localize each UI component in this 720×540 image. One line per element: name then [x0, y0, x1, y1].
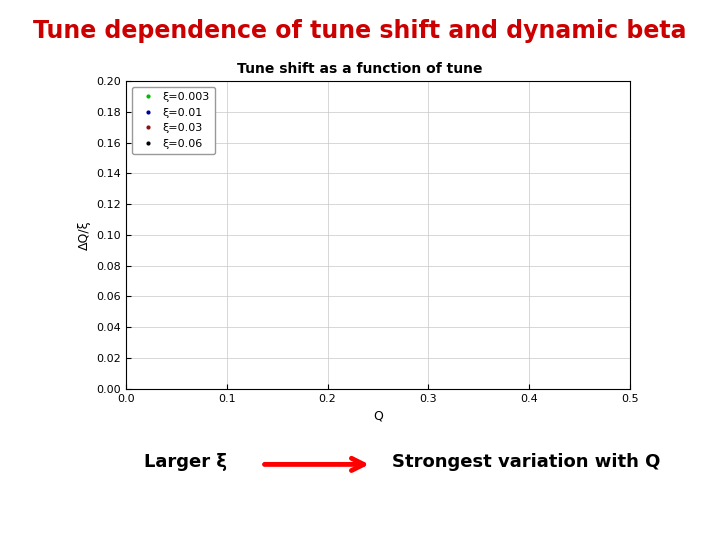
Text: Strongest variation with Q: Strongest variation with Q [392, 453, 661, 471]
Legend: ξ=0.003, ξ=0.01, ξ=0.03, ξ=0.06: ξ=0.003, ξ=0.01, ξ=0.03, ξ=0.06 [132, 86, 215, 154]
Text: Larger ξ: Larger ξ [144, 453, 227, 471]
Text: Tune shift as a function of tune: Tune shift as a function of tune [238, 62, 482, 76]
X-axis label: Q: Q [373, 409, 383, 422]
Y-axis label: ΔQ/ξ: ΔQ/ξ [78, 220, 91, 249]
Text: Tune dependence of tune shift and dynamic beta: Tune dependence of tune shift and dynami… [33, 19, 687, 43]
